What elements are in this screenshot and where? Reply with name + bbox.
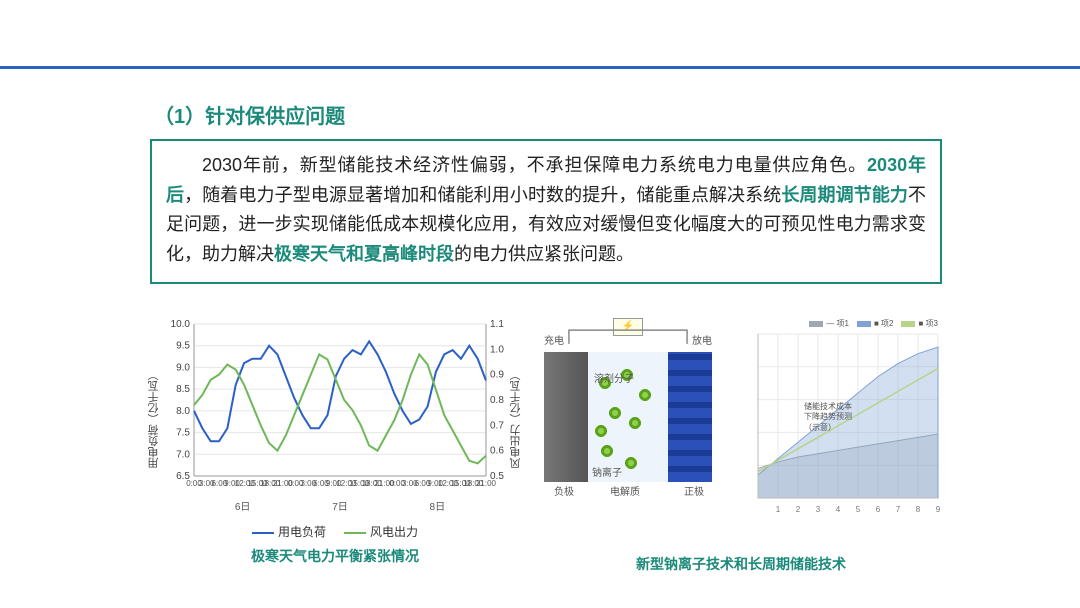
svg-text:0.9: 0.9 bbox=[490, 370, 504, 381]
chart2-legend: — 项1■ 项2■ 项3 bbox=[809, 318, 938, 329]
content-block: （1）针对保供应问题 2030年前，新型储能技术经济性偏弱，不承担保障电力系统电… bbox=[150, 100, 942, 284]
highlight-extreme: 极寒天气和夏高峰时段 bbox=[274, 244, 454, 264]
negative-electrode bbox=[544, 352, 588, 482]
chart2-annotation: 储能技术成本下降趋势预测（示意） bbox=[804, 402, 852, 433]
label-charge: 充电 bbox=[544, 332, 564, 347]
chart-load-wind: 用电负荷（亿千瓦） 风电出力（亿千瓦） 6.57.07.58.08.59.09.… bbox=[150, 316, 520, 521]
chart-trend: — 项1■ 项2■ 项3 1 2 3 4 5 6 7 8 9 储能技术成本下降趋势预测（示意） bbox=[734, 316, 944, 566]
battery-diagram: ⚡ 充电 放电 负极 电解质 正极 钠离子 溶剂分子 bbox=[528, 316, 728, 516]
wire bbox=[564, 326, 692, 346]
svg-text:1.0: 1.0 bbox=[490, 344, 504, 355]
svg-text:7.5: 7.5 bbox=[176, 428, 190, 439]
chart1-legend: 用电负荷 风电出力 bbox=[150, 523, 520, 540]
svg-text:1.1: 1.1 bbox=[490, 319, 504, 330]
svg-text:0.6: 0.6 bbox=[490, 446, 504, 457]
label-discharge: 放电 bbox=[692, 332, 712, 347]
svg-text:8: 8 bbox=[916, 505, 921, 514]
label-ion: 钠离子 bbox=[592, 464, 622, 479]
svg-text:3: 3 bbox=[816, 505, 821, 514]
sodium-ion-icon bbox=[608, 406, 622, 420]
para-1b: ，随着电力子型电源显著增加和储能利用小时数的提升，储能重点解决系统 bbox=[184, 185, 781, 205]
svg-text:9: 9 bbox=[936, 505, 941, 514]
svg-text:2: 2 bbox=[796, 505, 801, 514]
label-pos: 正极 bbox=[684, 483, 704, 498]
label-elec: 电解质 bbox=[610, 483, 640, 498]
figures-row: 用电负荷（亿千瓦） 风电出力（亿千瓦） 6.57.07.58.08.59.09.… bbox=[150, 316, 942, 566]
sodium-ion-icon bbox=[624, 456, 638, 470]
paragraph-box: 2030年前，新型储能技术经济性偏弱，不承担保障电力系统电力电量供应角色。203… bbox=[150, 139, 942, 284]
svg-text:9.0: 9.0 bbox=[176, 362, 190, 373]
label-neg: 负极 bbox=[554, 483, 574, 498]
chart1-xlabels: 0:003:006:009:0012:0015:0018:0021:000:00… bbox=[194, 479, 486, 503]
section-heading: （1）针对保供应问题 bbox=[150, 100, 942, 129]
para-1a: 2030年前，新型储能技术经济性偏弱，不承担保障电力系统电力电量供应角色。 bbox=[202, 155, 867, 175]
sodium-ion-icon bbox=[600, 444, 614, 458]
caption-left: 极寒天气电力平衡紧张情况 bbox=[150, 546, 520, 566]
top-rule bbox=[0, 66, 1080, 69]
svg-text:10.0: 10.0 bbox=[171, 319, 191, 330]
y-left-label: 用电负荷（亿千瓦） bbox=[146, 369, 162, 468]
svg-text:0.8: 0.8 bbox=[490, 395, 504, 406]
label-solvent: 溶剂分子 bbox=[594, 370, 634, 385]
svg-text:0.7: 0.7 bbox=[490, 420, 504, 431]
figure-left: 用电负荷（亿千瓦） 风电出力（亿千瓦） 6.57.07.58.08.59.09.… bbox=[150, 316, 520, 566]
y-right-label: 风电出力（亿千瓦） bbox=[508, 369, 524, 468]
sodium-ion-icon bbox=[594, 424, 608, 438]
caption-right: 新型钠离子技术和长周期储能技术 bbox=[540, 554, 942, 574]
svg-text:5: 5 bbox=[856, 505, 861, 514]
svg-text:7.0: 7.0 bbox=[176, 449, 190, 460]
legend-load: 用电负荷 bbox=[252, 523, 326, 540]
svg-text:9.5: 9.5 bbox=[176, 341, 190, 352]
para-1d: 的电力供应紧张问题。 bbox=[454, 244, 634, 264]
highlight-longcycle: 长周期调节能力 bbox=[781, 185, 908, 205]
legend-wind: 风电出力 bbox=[344, 523, 418, 540]
positive-electrode bbox=[668, 352, 712, 482]
svg-text:8.5: 8.5 bbox=[176, 384, 190, 395]
svg-text:7: 7 bbox=[896, 505, 901, 514]
svg-text:6: 6 bbox=[876, 505, 881, 514]
sodium-ion-icon bbox=[628, 416, 642, 430]
sodium-ion-icon bbox=[638, 388, 652, 402]
svg-text:8.0: 8.0 bbox=[176, 406, 190, 417]
svg-text:4: 4 bbox=[836, 505, 841, 514]
svg-text:1: 1 bbox=[776, 505, 781, 514]
figure-right: ⚡ 充电 放电 负极 电解质 正极 钠离子 溶剂分子 — 项1■ 项2■ 项3 … bbox=[528, 316, 944, 566]
